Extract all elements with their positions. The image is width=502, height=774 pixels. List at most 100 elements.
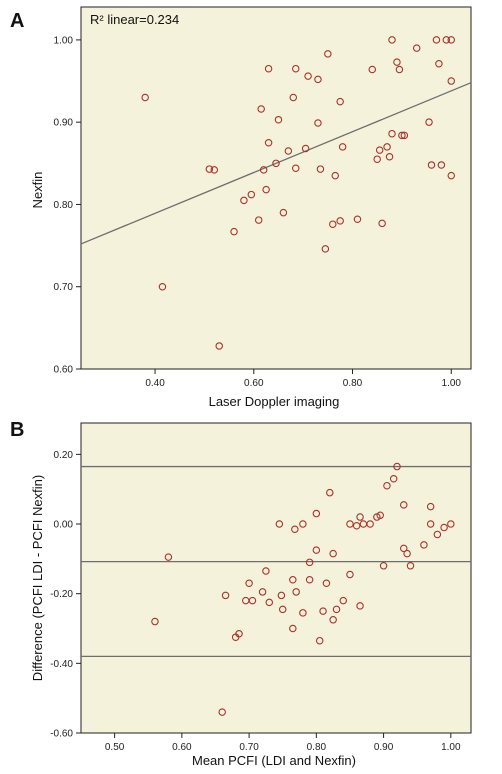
data-point (278, 605, 287, 614)
data-point (289, 624, 297, 633)
data-point (346, 520, 354, 528)
data-point (305, 558, 314, 567)
data-point (321, 245, 330, 253)
a-x-tick-label: 0.60 (244, 378, 264, 389)
a-y-tick-label: 0.70 (54, 282, 74, 293)
data-point (254, 216, 263, 224)
data-point (426, 520, 435, 528)
b-x-tick-label: 0.60 (172, 742, 192, 753)
data-point (151, 617, 159, 626)
data-point (291, 164, 300, 173)
data-point (375, 146, 384, 154)
a-x-tick-label: 1.00 (442, 378, 462, 389)
data-point (353, 215, 362, 224)
data-point (257, 105, 265, 113)
data-point (314, 75, 322, 84)
data-point (289, 575, 297, 584)
b-x-tick-label: 0.90 (374, 742, 394, 753)
data-point (440, 523, 448, 532)
data-point (324, 50, 332, 58)
panel-a-label: A (10, 10, 24, 32)
data-point (326, 488, 334, 497)
panel-b-label: B (10, 419, 24, 441)
panel-a-plot-area (80, 6, 472, 370)
data-point (379, 562, 388, 570)
data-point (338, 143, 347, 151)
data-point (262, 185, 270, 194)
panel-b-y-label: Difference (PCFI LDI - PCFI Nexfin) (30, 475, 45, 681)
data-point (447, 171, 456, 180)
data-point (284, 147, 293, 155)
data-point (164, 553, 173, 561)
a-y-tick-label: 0.60 (54, 365, 74, 376)
data-point (291, 525, 299, 533)
data-point (336, 217, 344, 225)
b-y-tick-label: -0.60 (50, 729, 73, 740)
data-point (339, 596, 347, 605)
data-point (400, 501, 408, 509)
data-point (258, 588, 267, 596)
data-point (389, 474, 398, 483)
data-point (329, 549, 337, 558)
data-point (400, 131, 409, 140)
data-point (426, 502, 435, 511)
data-point (245, 579, 253, 587)
data-point (158, 282, 167, 291)
data-point (304, 72, 312, 80)
data-point (406, 562, 415, 570)
data-point (315, 636, 324, 645)
data-point (393, 462, 401, 471)
data-point (373, 155, 381, 163)
data-point (433, 530, 442, 539)
a-y-tick-label: 1.00 (54, 35, 74, 46)
data-point (221, 591, 230, 600)
data-point (312, 546, 321, 554)
data-point (447, 520, 455, 528)
data-point (435, 60, 443, 68)
b-y-tick-label: -0.20 (50, 589, 73, 600)
a-x-tick-label: 0.80 (343, 378, 363, 389)
panel-b-y-ticks: -0.60 -0.40 -0.20 0.00 0.20 (50, 450, 81, 740)
data-point (301, 144, 310, 153)
panel-a: A 0.40 0.60 0.80 1.00 0.600.700.800.901.00 … (10, 6, 472, 409)
b-x-tick-label: 0.50 (105, 742, 125, 753)
data-point (395, 65, 404, 74)
data-point (264, 64, 273, 73)
panel-a-y-label: Nexfin (30, 172, 45, 209)
data-point (356, 602, 364, 610)
data-point (275, 520, 284, 528)
data-point (388, 36, 396, 44)
data-point (141, 93, 149, 102)
data-point (248, 596, 257, 605)
panel-a-fit-line (80, 82, 472, 245)
data-point (319, 607, 327, 615)
data-point (356, 513, 364, 521)
data-point (393, 58, 401, 66)
data-point (398, 131, 406, 140)
b-x-tick-label: 0.80 (307, 742, 327, 753)
a-y-tick-label: 0.80 (54, 200, 74, 211)
data-point (447, 36, 456, 44)
data-point (235, 629, 243, 638)
data-point (420, 541, 428, 549)
b-y-tick-label: -0.40 (50, 659, 73, 670)
data-point (336, 97, 344, 106)
data-point (272, 159, 280, 168)
data-point (331, 171, 339, 180)
a-y-tick-label: 0.90 (54, 118, 74, 129)
data-point (279, 208, 288, 217)
b-y-tick-label: 0.20 (54, 450, 74, 461)
data-point (432, 36, 441, 44)
data-point (427, 161, 436, 169)
panel-b-plot-area (80, 422, 472, 734)
panel-a-points (141, 36, 456, 350)
data-point (299, 609, 307, 617)
data-point (305, 575, 314, 584)
data-point (425, 118, 433, 126)
data-point (205, 165, 214, 173)
data-point (215, 342, 223, 350)
data-point (383, 143, 391, 151)
data-point (265, 598, 274, 607)
data-point (299, 520, 307, 528)
